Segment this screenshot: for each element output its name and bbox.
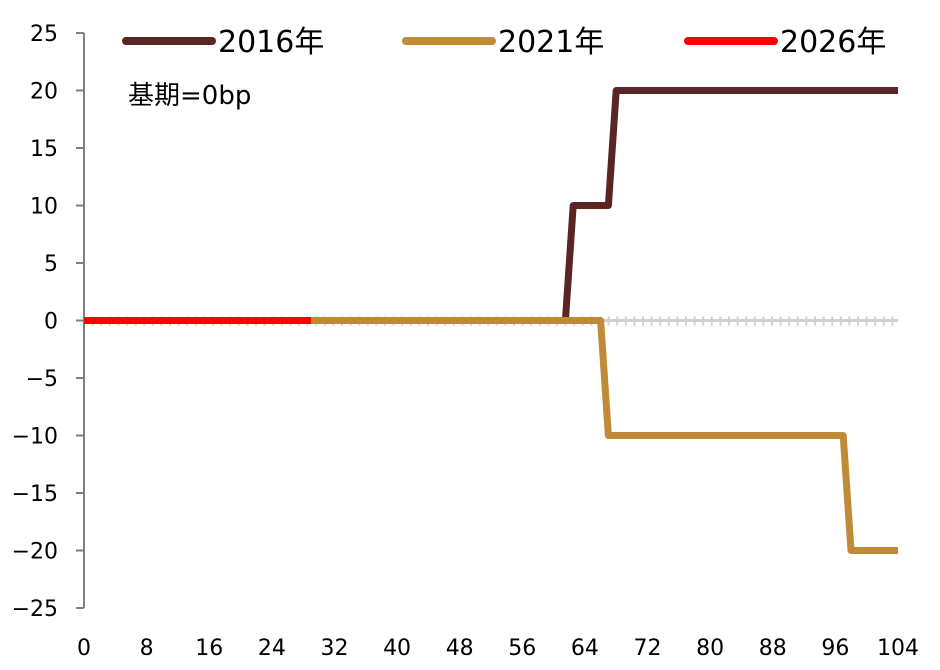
x-tick-label: 96 — [821, 636, 849, 661]
y-tick-label: −15 — [12, 482, 58, 507]
x-tick-label: 104 — [877, 636, 919, 661]
legend-label: 2026年 — [780, 25, 886, 60]
legend-label: 2021年 — [498, 25, 604, 60]
x-tick-label: 48 — [446, 636, 474, 661]
x-tick-label: 0 — [77, 636, 91, 661]
series-line — [84, 87, 898, 324]
x-tick-label: 24 — [258, 636, 286, 661]
x-tick-label: 16 — [195, 636, 223, 661]
y-tick-label: −20 — [12, 540, 58, 565]
y-tick-label: 15 — [30, 137, 58, 162]
y-tick-label: 0 — [44, 310, 58, 335]
y-tick-label: −25 — [12, 597, 58, 622]
series-lines — [84, 87, 898, 554]
x-tick-label: 40 — [383, 636, 411, 661]
y-tick-label: 25 — [30, 22, 58, 47]
y-tick-label: 10 — [30, 195, 58, 220]
x-axis-tick-labels: 0 8 16 24 32 40 48 56 64 72 80 88 96 104 — [77, 636, 919, 661]
y-axis: 25 20 15 10 5 0 −5 −10 −15 −20 −25 — [12, 22, 85, 622]
x-tick-label: 88 — [759, 636, 787, 661]
legend: 2016年 2021年 2026年 — [122, 25, 886, 60]
legend-label: 2016年 — [218, 25, 324, 60]
baseline-annotation: 基期=0bp — [128, 81, 251, 111]
x-tick-label: 72 — [634, 636, 662, 661]
x-tick-label: 56 — [508, 636, 536, 661]
x-tick-label: 8 — [140, 636, 154, 661]
series-line — [84, 317, 898, 554]
y-tick-label: −5 — [26, 367, 58, 392]
x-tick-label: 64 — [571, 636, 599, 661]
y-tick-label: 5 — [44, 252, 58, 277]
x-tick-label: 80 — [696, 636, 724, 661]
x-tick-label: 32 — [320, 636, 348, 661]
y-tick-label: 20 — [30, 80, 58, 105]
y-tick-label: −10 — [12, 425, 58, 450]
